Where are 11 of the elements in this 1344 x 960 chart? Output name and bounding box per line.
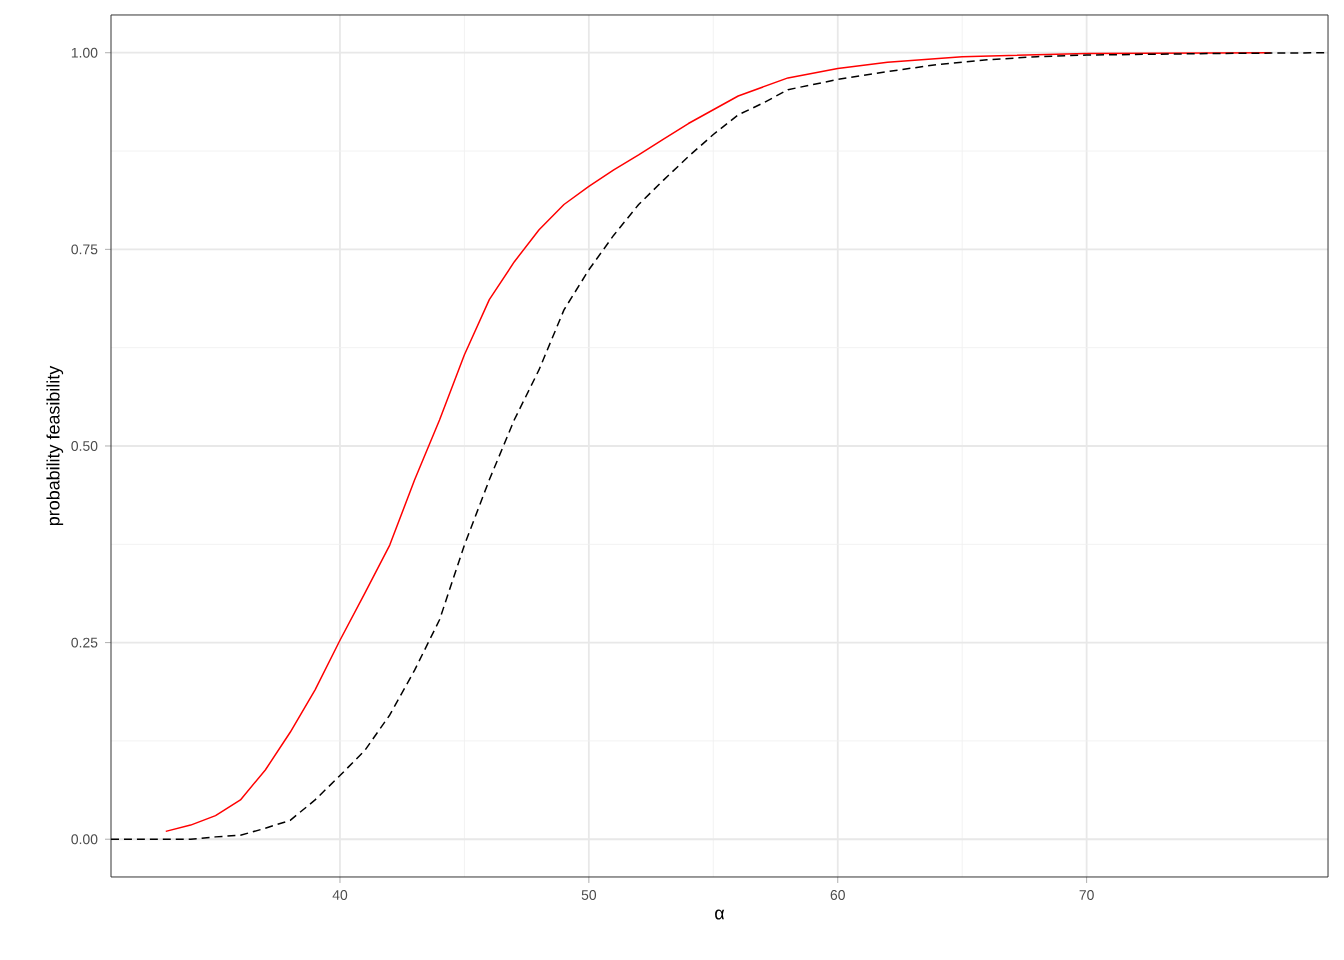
x-tick-label: 40 <box>332 890 348 900</box>
y-tick-label: 1.00 <box>71 47 98 58</box>
x-tick-label: 70 <box>1079 890 1094 900</box>
y-axis-title: probability feasibility <box>46 365 64 526</box>
x-axis-title: α <box>715 909 725 920</box>
y-tick-label: 0.50 <box>71 441 98 451</box>
y-tick-label: 0.00 <box>71 834 98 845</box>
x-tick-label: 50 <box>581 890 597 900</box>
y-tick-label: 0.25 <box>71 637 98 648</box>
x-tick-label: 60 <box>830 890 845 900</box>
y-tick-label: 0.75 <box>71 244 98 255</box>
